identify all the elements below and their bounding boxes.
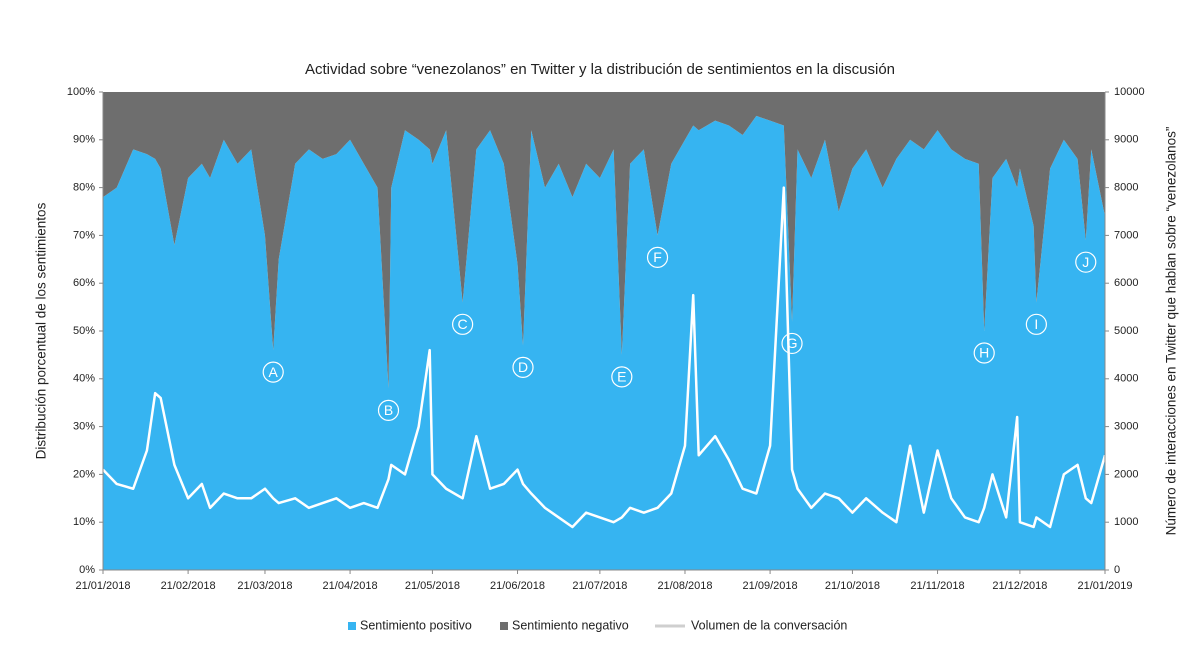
- annotation-circle: [781, 332, 803, 355]
- x-tick-label: 21/02/2018: [161, 580, 216, 592]
- x-tick-label: 21/04/2018: [323, 580, 378, 592]
- y-tick-label: 60%: [73, 277, 95, 289]
- y2-tick-label: 10000: [1114, 86, 1145, 98]
- y-tick-label: 50%: [73, 325, 95, 337]
- x-tick-label: 21/11/2018: [910, 580, 964, 592]
- annotation-circle: [611, 366, 633, 388]
- annotation-label: H: [979, 345, 989, 361]
- y2-tick-label: 6000: [1114, 277, 1138, 289]
- annotation-circle: [1025, 313, 1047, 335]
- annotation-circle: [512, 356, 534, 378]
- y-tick-label: 40%: [73, 373, 95, 385]
- x-tick-label: 21/01/2019: [1077, 580, 1132, 592]
- annotation-label: J: [1082, 254, 1089, 270]
- y2-tick-label: 7000: [1114, 229, 1138, 241]
- y2-tick-label: 1000: [1114, 516, 1138, 528]
- y2-tick-label: 3000: [1114, 421, 1138, 433]
- legend-label: Sentimiento positivo: [360, 618, 472, 632]
- area: [103, 92, 1105, 389]
- annotation-circle: [1075, 251, 1097, 273]
- x-tick-label: 21/07/2018: [572, 580, 627, 592]
- x-tick-label: 21/05/2018: [405, 580, 460, 592]
- annotation-label: A: [269, 364, 279, 380]
- y-tick-label: 70%: [73, 229, 95, 241]
- y-tick-label: 80%: [73, 182, 95, 194]
- y2-tick-label: 2000: [1114, 468, 1138, 480]
- legend-label: Sentimiento negativo: [512, 618, 629, 632]
- annotation-circle: [452, 313, 474, 335]
- annotation-label: D: [518, 359, 528, 375]
- annotation-circle: [377, 399, 400, 421]
- y2-tick-label: 4000: [1114, 373, 1138, 385]
- annotation-label: F: [653, 249, 662, 265]
- chart-title: Actividad sobre “venezolanos” en Twitter…: [305, 61, 895, 78]
- y2-tick-label: 9000: [1114, 134, 1138, 146]
- y-tick-label: 10%: [73, 516, 95, 528]
- y-axis-title: Distribución porcentual de los sentimien…: [34, 202, 49, 459]
- y2-tick-label: 5000: [1114, 325, 1138, 337]
- legend-label: Volumen de la conversación: [691, 618, 847, 632]
- annotation-circle: [262, 361, 284, 383]
- line: [102, 186, 1107, 529]
- x-tick-label: 21/03/2018: [237, 580, 292, 592]
- x-tick-label: 21/01/2018: [75, 580, 130, 592]
- annotation-circle: [646, 246, 669, 268]
- legend-swatch: [500, 622, 508, 630]
- x-tick-label: 21/08/2018: [657, 580, 712, 592]
- y-tick-label: 90%: [73, 134, 95, 146]
- x-tick-label: 21/09/2018: [743, 580, 798, 592]
- legend-swatch: [348, 622, 356, 630]
- x-tick-label: 21/06/2018: [490, 580, 545, 592]
- x-tick-label: 21/10/2018: [825, 580, 880, 592]
- annotation-label: B: [384, 402, 393, 418]
- annotation-label: I: [1034, 316, 1038, 332]
- y-tick-label: 0%: [79, 564, 95, 576]
- y-tick-label: 20%: [73, 468, 95, 480]
- annotation-circle: [973, 342, 995, 364]
- y-tick-label: 100%: [67, 86, 95, 98]
- y2-tick-label: 8000: [1114, 182, 1138, 194]
- y-tick-label: 30%: [73, 421, 95, 433]
- annotation-label: C: [458, 316, 468, 332]
- y2-tick-label: 0: [1114, 564, 1120, 576]
- y2-axis-title: Número de interacciones en Twitter que h…: [1164, 127, 1179, 536]
- x-tick-label: 21/12/2018: [992, 580, 1047, 592]
- area: [103, 115, 1105, 571]
- annotation-label: E: [617, 369, 626, 385]
- annotation-label: G: [787, 335, 798, 351]
